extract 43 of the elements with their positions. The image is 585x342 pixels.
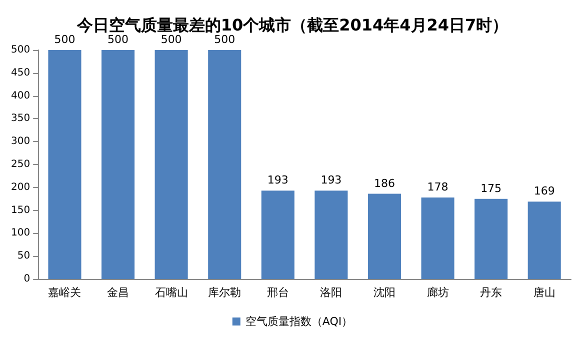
- y-tick-label: 250: [10, 159, 30, 170]
- y-tick-label: 400: [10, 90, 30, 102]
- y-tick-label: 500: [10, 44, 30, 56]
- y-tick-label: 50: [17, 250, 30, 262]
- x-tick-label: 丹东: [480, 286, 502, 299]
- x-tick-label: 唐山: [533, 286, 556, 299]
- bar: [208, 50, 242, 279]
- bar: [528, 202, 561, 279]
- x-tick-label: 嘉峪关: [48, 286, 82, 299]
- y-tick-label: 200: [10, 182, 30, 193]
- data-label: 500: [160, 33, 182, 46]
- bar: [314, 190, 348, 279]
- data-label: 186: [374, 176, 395, 190]
- x-tick-label: 沈阳: [373, 286, 396, 299]
- data-label: 500: [108, 33, 129, 46]
- data-label: 500: [54, 33, 76, 46]
- y-tick-label: 0: [24, 274, 30, 284]
- y-tick-label: 350: [10, 113, 30, 124]
- data-label: 500: [214, 33, 236, 46]
- data-label: 193: [267, 174, 288, 187]
- bar: [368, 194, 401, 279]
- x-tick-label: 邢台: [266, 286, 289, 299]
- data-label: 193: [320, 174, 342, 187]
- legend-label: 空气质量指数（AQI）: [245, 315, 353, 328]
- chart-title: 今日空气质量最差的10个城市（截至2014年4月24日7时）: [76, 16, 508, 34]
- data-label: 175: [480, 182, 502, 195]
- data-label: 178: [427, 180, 448, 194]
- y-tick-label: 450: [10, 67, 30, 78]
- bar: [102, 50, 135, 279]
- bar: [261, 190, 294, 279]
- bar: [154, 50, 188, 279]
- x-tick-label: 廊坊: [426, 286, 449, 299]
- data-label: 169: [534, 184, 555, 198]
- y-tick-label: 300: [10, 136, 30, 148]
- y-tick-label: 150: [10, 204, 30, 216]
- x-tick-label: 金昌: [107, 286, 130, 299]
- bar: [474, 198, 508, 279]
- x-tick-label: 洛阳: [320, 286, 342, 299]
- x-tick-label: 石嘴山: [154, 286, 188, 299]
- y-tick-label: 100: [10, 228, 30, 239]
- x-tick-label: 库尔勒: [208, 286, 242, 299]
- bar: [421, 197, 454, 279]
- bar: [48, 50, 82, 279]
